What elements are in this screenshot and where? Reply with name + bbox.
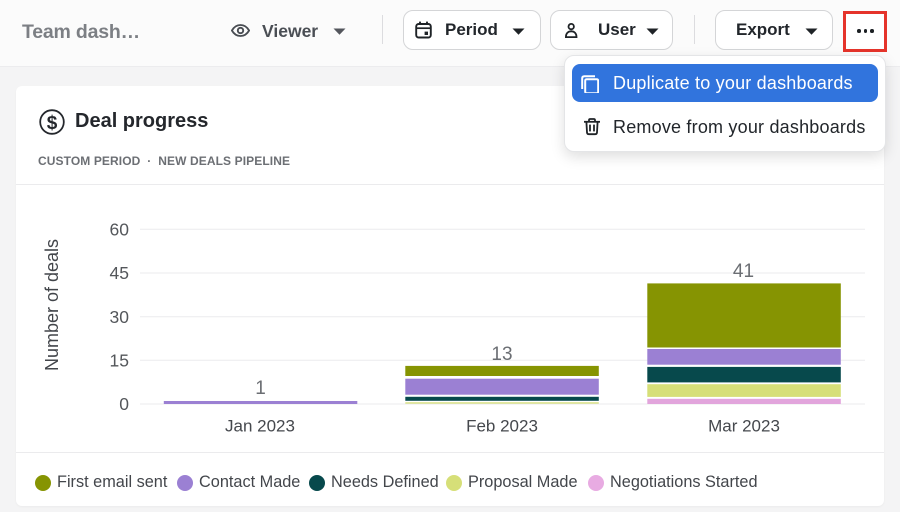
svg-text:41: 41 bbox=[733, 261, 754, 282]
svg-text:Number of deals: Number of deals bbox=[42, 239, 62, 371]
svg-text:Jan 2023: Jan 2023 bbox=[225, 417, 295, 436]
svg-text:1: 1 bbox=[255, 378, 266, 399]
svg-text:45: 45 bbox=[110, 263, 129, 283]
svg-text:Feb 2023: Feb 2023 bbox=[466, 417, 538, 436]
svg-text:60: 60 bbox=[110, 220, 130, 240]
svg-text:13: 13 bbox=[491, 344, 512, 365]
svg-text:15: 15 bbox=[110, 351, 129, 371]
svg-text:Mar 2023: Mar 2023 bbox=[708, 417, 780, 436]
svg-text:0: 0 bbox=[119, 394, 129, 414]
svg-text:30: 30 bbox=[110, 307, 130, 327]
svg-text:$: $ bbox=[47, 113, 58, 134]
